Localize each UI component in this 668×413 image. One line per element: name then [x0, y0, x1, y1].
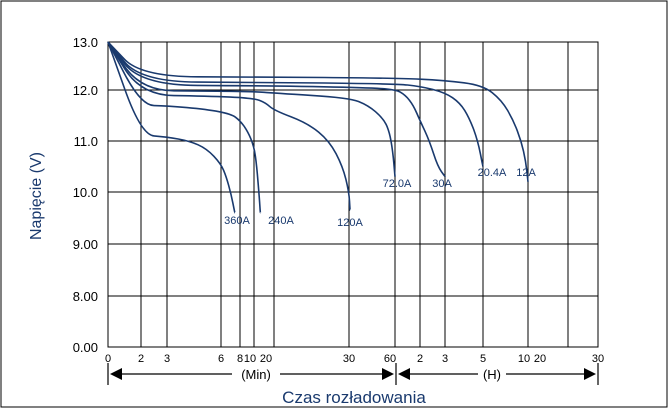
- x-axis-label: Czas rozładowania: [282, 388, 426, 407]
- curve-label: 30A: [432, 178, 452, 190]
- curve-label: 20.4A: [478, 167, 507, 179]
- x-tick-label-min: 3: [164, 353, 170, 365]
- y-tick-label: 13.0: [73, 35, 98, 50]
- curve-30A: [107, 41, 446, 178]
- plot-border: [107, 41, 599, 348]
- y-tick-label: 8.00: [73, 289, 98, 304]
- y-axis-label: Napięcie (V): [28, 152, 45, 240]
- curve-72.0A: [107, 41, 396, 177]
- x-tick-label-hour: 2: [417, 353, 423, 365]
- curve-12A: [107, 41, 529, 182]
- x-tick-label-min: 10: [244, 353, 256, 365]
- y-tick-label: 12.0: [73, 83, 98, 98]
- y-tick-label: 0.00: [73, 340, 98, 355]
- x-tick-label-hour: 30: [592, 353, 604, 365]
- x-tick-label-hour: 5: [480, 353, 486, 365]
- x-tick-label-hour: 10: [518, 353, 530, 365]
- axis-info: Napięcie (V) Czas rozładowania: [28, 152, 426, 407]
- curve-label: 360A: [224, 215, 250, 227]
- curve-label: 12A: [516, 167, 536, 179]
- curve-label: 120A: [337, 217, 363, 229]
- x-tick-label-min: 6: [218, 353, 224, 365]
- y-tick-label: 11.0: [74, 134, 98, 149]
- curve-120A: [107, 41, 351, 211]
- unit-arrows: (Min) (H): [107, 363, 599, 385]
- x-tick-label-hour: 20: [534, 353, 546, 365]
- x-tick-label-min: 60: [384, 353, 396, 365]
- x-unit-hour: (H): [483, 367, 501, 382]
- x-tick-label-min: 0: [105, 353, 111, 365]
- x-tick-label-hour: 3: [442, 353, 448, 365]
- curve-label: 240A: [268, 215, 294, 227]
- y-tick-label: 9.00: [73, 237, 98, 252]
- discharge-curves: [107, 41, 529, 214]
- curve-20.4A: [107, 41, 484, 168]
- curve-240A: [107, 41, 262, 214]
- y-tick-label: 10.0: [73, 185, 98, 200]
- curve-360A: [107, 41, 236, 214]
- x-tick-label-min: 20: [260, 353, 272, 365]
- x-tick-label-min: 30: [343, 353, 355, 365]
- x-unit-min: (Min): [241, 367, 271, 382]
- curve-label: 72.0A: [383, 178, 412, 190]
- x-tick-label-min: 8: [237, 353, 243, 365]
- curve-labels: 360A 240A 120A 72.0A 30A 20.4A 12A: [224, 167, 536, 229]
- x-tick-label-min: 2: [138, 353, 144, 365]
